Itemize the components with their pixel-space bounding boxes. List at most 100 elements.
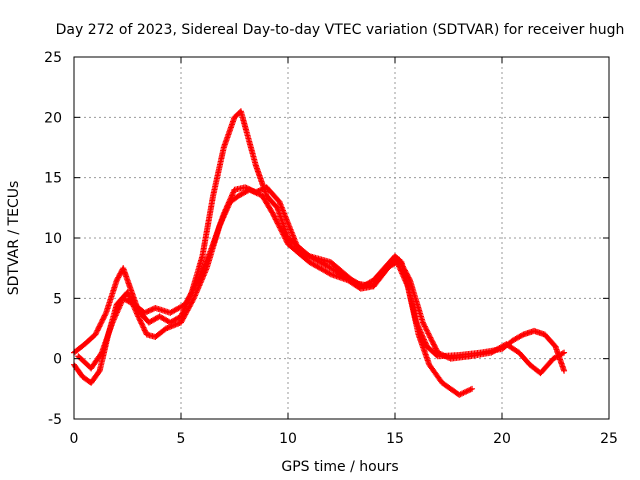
trace-marker <box>250 187 257 194</box>
y-tick-label: 0 <box>53 352 62 368</box>
trace-marker <box>148 306 155 313</box>
trace-marker <box>423 327 430 334</box>
y-tick-label: -5 <box>48 412 62 428</box>
trace-marker <box>276 223 283 230</box>
trace-marker <box>276 224 283 231</box>
data-point <box>270 210 277 217</box>
trace-marker <box>136 316 143 323</box>
trace-marker <box>101 313 108 320</box>
trace-marker <box>138 320 145 327</box>
trace-marker <box>272 216 279 223</box>
y-tick-label: 25 <box>44 50 62 66</box>
y-tick-label: 5 <box>53 291 62 307</box>
trace-marker <box>275 221 282 228</box>
trace-marker <box>431 342 438 349</box>
trace-marker <box>145 308 152 315</box>
trace-marker <box>146 307 153 314</box>
data-point <box>92 331 99 338</box>
trace-marker <box>282 236 289 243</box>
trace-marker <box>278 227 285 234</box>
trace-marker <box>135 314 142 321</box>
trace-marker <box>95 326 102 333</box>
trace-marker <box>280 232 287 239</box>
trace-marker <box>256 187 263 194</box>
trace-marker <box>97 322 104 329</box>
trace-marker <box>425 330 432 337</box>
trace-marker <box>190 296 197 303</box>
trace-marker <box>424 329 431 336</box>
trace-marker <box>99 316 106 323</box>
y-axis-label: SDTVAR / TECUs <box>6 181 22 296</box>
y-tick-label: 10 <box>44 231 62 247</box>
y-axis-ticks: -5 0 5 10 15 20 25 <box>44 50 609 428</box>
trace-marker <box>144 308 151 315</box>
trace-marker <box>432 345 439 352</box>
x-tick-label: 20 <box>493 431 511 447</box>
x-tick-label: 10 <box>279 431 297 447</box>
trace-marker <box>430 341 437 348</box>
trace-marker <box>142 309 149 316</box>
trace-marker <box>140 324 147 331</box>
x-axis-label: GPS time / hours <box>281 459 398 475</box>
x-tick-label: 15 <box>386 431 404 447</box>
trace-marker <box>98 319 105 326</box>
trace-marker <box>428 337 435 344</box>
data-point <box>135 313 142 320</box>
trace-marker <box>101 312 108 319</box>
trace-marker <box>272 214 279 221</box>
trace-marker <box>94 327 101 334</box>
trace-marker <box>244 185 251 192</box>
trace-marker <box>96 323 103 330</box>
trace-marker <box>282 235 289 242</box>
grid-lines <box>74 57 609 419</box>
trace-marker <box>354 280 361 287</box>
trace-marker <box>279 230 286 237</box>
trace-marker <box>427 334 434 341</box>
trace-marker <box>93 328 100 335</box>
trace-marker <box>102 311 109 318</box>
trace-marker <box>100 315 107 322</box>
chart-title: Day 272 of 2023, Sidereal Day-to-day VTE… <box>56 22 625 38</box>
trace-marker <box>519 332 526 339</box>
y-tick-label: 20 <box>44 110 62 126</box>
trace-marker <box>248 187 255 194</box>
trace-marker <box>430 340 437 347</box>
trace-marker <box>281 234 288 241</box>
trace-marker <box>97 320 104 327</box>
trace-marker <box>273 217 280 224</box>
trace-marker <box>280 231 287 238</box>
trace-marker <box>137 319 144 326</box>
trace-marker <box>99 317 106 324</box>
trace-marker <box>247 186 254 193</box>
x-axis-ticks: 0 5 10 15 20 25 <box>70 57 618 447</box>
trace-marker <box>141 325 148 332</box>
trace-marker <box>149 306 156 313</box>
trace-marker <box>278 228 285 235</box>
data-point <box>561 349 568 356</box>
plot-area <box>71 108 568 398</box>
trace-marker <box>427 335 434 342</box>
trace-marker <box>432 344 439 351</box>
trace-marker <box>246 186 253 193</box>
series-track-3 <box>75 184 568 377</box>
trace-marker <box>254 188 261 195</box>
trace-marker <box>93 330 100 337</box>
data-point <box>469 385 476 392</box>
trace-marker <box>243 184 250 191</box>
trace-marker <box>141 327 148 334</box>
trace-marker <box>426 333 433 340</box>
trace-marker <box>423 326 430 333</box>
trace-marker <box>95 324 102 331</box>
trace-marker <box>283 238 290 245</box>
x-tick-label: 5 <box>177 431 186 447</box>
trace-marker <box>139 323 146 330</box>
trace-marker <box>271 213 278 220</box>
trace-marker <box>421 322 428 329</box>
trace-marker <box>95 368 102 375</box>
trace-marker <box>137 317 144 324</box>
trace-marker <box>255 187 262 194</box>
trace-marker <box>270 212 277 219</box>
trace-marker <box>142 328 149 335</box>
trace-marker <box>429 338 436 345</box>
